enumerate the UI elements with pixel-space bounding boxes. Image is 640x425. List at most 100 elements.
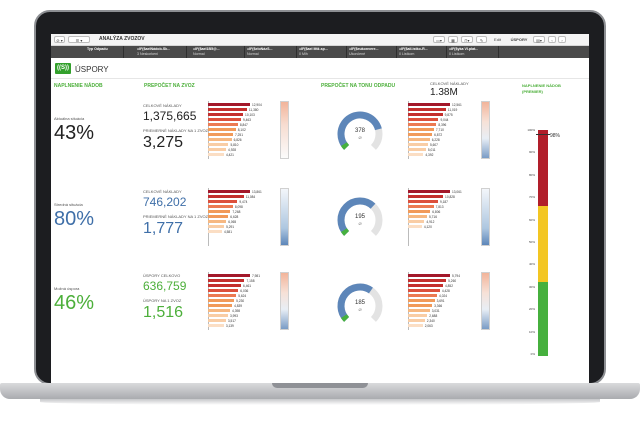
bar[interactable] — [408, 195, 444, 199]
bar[interactable] — [408, 220, 425, 224]
bar[interactable] — [208, 230, 222, 234]
bar[interactable] — [408, 215, 427, 219]
bar[interactable] — [208, 190, 250, 194]
prev-sheet-button[interactable]: ‹ — [548, 36, 556, 43]
selection-chip[interactable]: =IF($eukonvere... Ukončené — [349, 46, 397, 58]
bar[interactable] — [408, 324, 423, 328]
next-sheet-button[interactable]: › — [558, 36, 566, 43]
bar[interactable] — [408, 210, 431, 214]
bar[interactable] — [208, 299, 235, 303]
bar[interactable] — [408, 108, 446, 112]
bar[interactable] — [208, 210, 231, 214]
selection-chip[interactable]: =IF($eloNázS... Normal — [247, 46, 297, 58]
bar[interactable] — [408, 225, 422, 229]
bar-label: 9,463 — [242, 118, 251, 122]
bar[interactable] — [208, 195, 244, 199]
bar[interactable] — [208, 205, 233, 209]
bar[interactable] — [208, 279, 245, 283]
bar[interactable] — [408, 289, 440, 293]
gauge-chart-3: 185 Ø — [334, 280, 386, 326]
selection-chip[interactable]: Typ Odpadu — [87, 46, 124, 58]
bar[interactable] — [408, 113, 443, 117]
list-menu-button[interactable]: ☰ ▾ — [68, 36, 90, 43]
bar[interactable] — [208, 319, 226, 323]
edit-button[interactable]: Edit — [494, 37, 501, 42]
bar[interactable] — [408, 128, 434, 132]
bar[interactable] — [408, 294, 438, 298]
bar-label: 4,421 — [225, 153, 234, 157]
scale-tick-label: 70% — [528, 195, 535, 200]
selection-chip[interactable]: =IF($ail.istko-R... 0 Listkom — [399, 46, 447, 58]
scroll-minichart[interactable] — [280, 101, 289, 159]
bar[interactable] — [408, 200, 438, 204]
bar[interactable] — [208, 128, 236, 132]
bar[interactable] — [208, 309, 231, 313]
bar[interactable] — [208, 314, 228, 318]
bar[interactable] — [408, 118, 439, 122]
selection-chip[interactable]: =IF($aelNádob-Sk... 3 Neskorkeni — [137, 46, 187, 58]
sheet-header: ((S)) ÚSPORY — [51, 60, 589, 79]
bar[interactable] — [208, 108, 247, 112]
bar[interactable] — [408, 205, 434, 209]
bar[interactable] — [208, 153, 224, 157]
bar[interactable] — [208, 113, 244, 117]
selection-chip[interactable]: =IF($ael Mtž-sp... 0 Mlh — [299, 46, 347, 58]
kpi2-value: 1,777 — [143, 220, 184, 237]
bar[interactable] — [208, 103, 250, 107]
bar-label: 5,810 — [230, 143, 239, 147]
scroll-minichart[interactable] — [481, 188, 490, 246]
bar[interactable] — [408, 279, 447, 283]
bar[interactable] — [408, 123, 437, 127]
bar-label: 5,794 — [452, 274, 460, 278]
bar[interactable] — [408, 314, 428, 318]
bar[interactable] — [208, 289, 239, 293]
fill-value: 46% — [54, 292, 95, 314]
scroll-minichart[interactable] — [481, 272, 490, 330]
bar[interactable] — [208, 284, 242, 288]
bar[interactable] — [208, 143, 229, 147]
monitor-icon[interactable]: ▭▾ — [433, 36, 445, 43]
bar[interactable] — [408, 133, 433, 137]
bar[interactable] — [408, 319, 425, 323]
sheet-selector[interactable]: ÚSPORY — [510, 37, 528, 42]
grid-icon[interactable]: ▦ — [448, 36, 458, 43]
bar[interactable] — [408, 299, 435, 303]
bar[interactable] — [408, 309, 430, 313]
gauge-chart-1: 378 Ø — [334, 108, 386, 154]
bar[interactable] — [208, 138, 232, 142]
bar[interactable] — [408, 304, 433, 308]
bar[interactable] — [408, 138, 430, 142]
bar[interactable] — [208, 133, 233, 137]
bar-label: 4,839 — [234, 304, 243, 308]
bar[interactable] — [208, 324, 224, 328]
scroll-minichart[interactable] — [481, 101, 490, 159]
bar[interactable] — [208, 294, 237, 298]
pen-icon[interactable]: ✎ — [476, 36, 487, 43]
bar[interactable] — [408, 274, 450, 278]
bar-label: 13,061 — [452, 190, 462, 194]
bar[interactable] — [208, 225, 225, 229]
scroll-minichart[interactable] — [280, 272, 289, 330]
selection-chip[interactable]: =IF($yka Vl.plat... 0 Listkom — [449, 46, 499, 58]
scroll-minichart[interactable] — [280, 188, 289, 246]
bar[interactable] — [408, 143, 428, 147]
bar[interactable] — [208, 200, 238, 204]
scale-tick-label: 60% — [528, 217, 535, 222]
bar[interactable] — [408, 148, 426, 152]
navigation-menu-button[interactable]: ⊘ ▾ — [54, 36, 65, 43]
bar[interactable] — [208, 123, 238, 127]
bar[interactable] — [208, 304, 233, 308]
bar[interactable] — [208, 215, 229, 219]
bar[interactable] — [208, 148, 227, 152]
bar[interactable] — [408, 103, 450, 107]
bookmark-icon[interactable]: ⊓▾ — [461, 36, 473, 43]
bar[interactable] — [408, 153, 424, 157]
bar[interactable] — [408, 190, 450, 194]
bar[interactable] — [208, 274, 250, 278]
bar[interactable] — [208, 118, 241, 122]
bar[interactable] — [408, 284, 443, 288]
selection-chip[interactable]: =IF($ael1B5@... Normal — [193, 46, 245, 58]
sheets-icon[interactable]: ▤▾ — [533, 36, 545, 43]
bar[interactable] — [208, 220, 227, 224]
bar-label: 10,828 — [445, 195, 455, 199]
